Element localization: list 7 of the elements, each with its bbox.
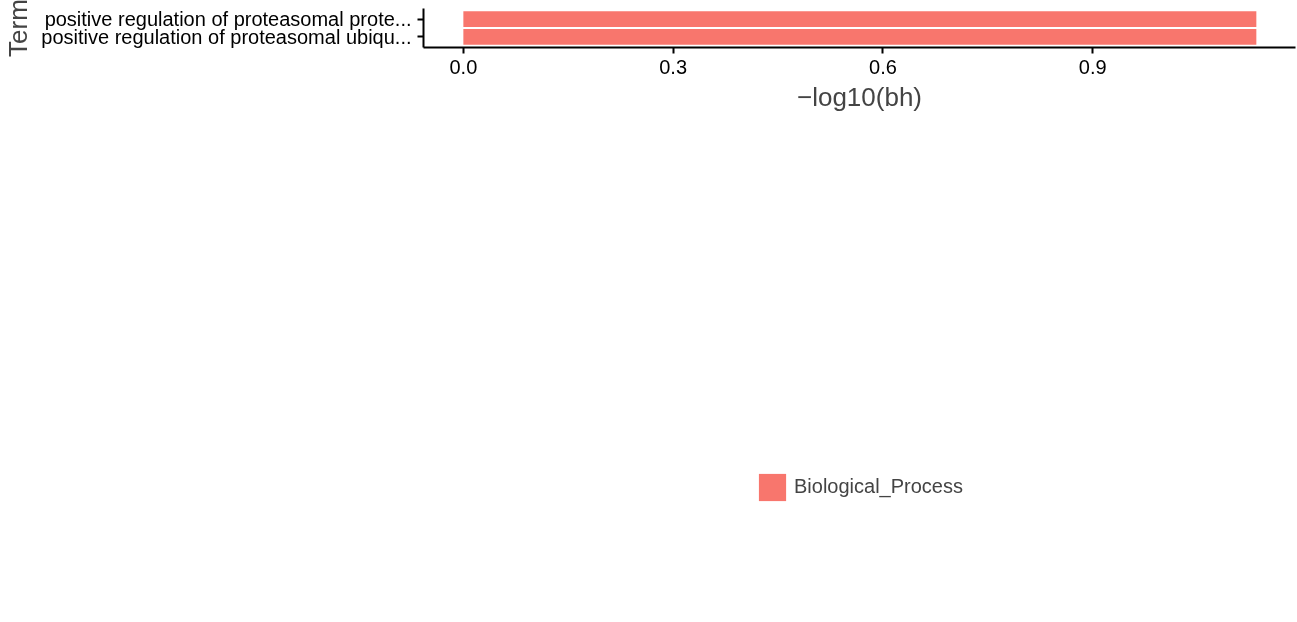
x-tick-label: 0.9 (1078, 55, 1107, 78)
x-tick-label: 0.3 (659, 55, 688, 78)
legend-label: Biological_Process (794, 475, 963, 498)
x-tick-label: 0.0 (449, 55, 478, 78)
x-axis-title: −log10(bh) (796, 81, 923, 112)
y-axis-title: Term (3, 0, 34, 57)
x-tick-label: 0.6 (869, 55, 897, 78)
